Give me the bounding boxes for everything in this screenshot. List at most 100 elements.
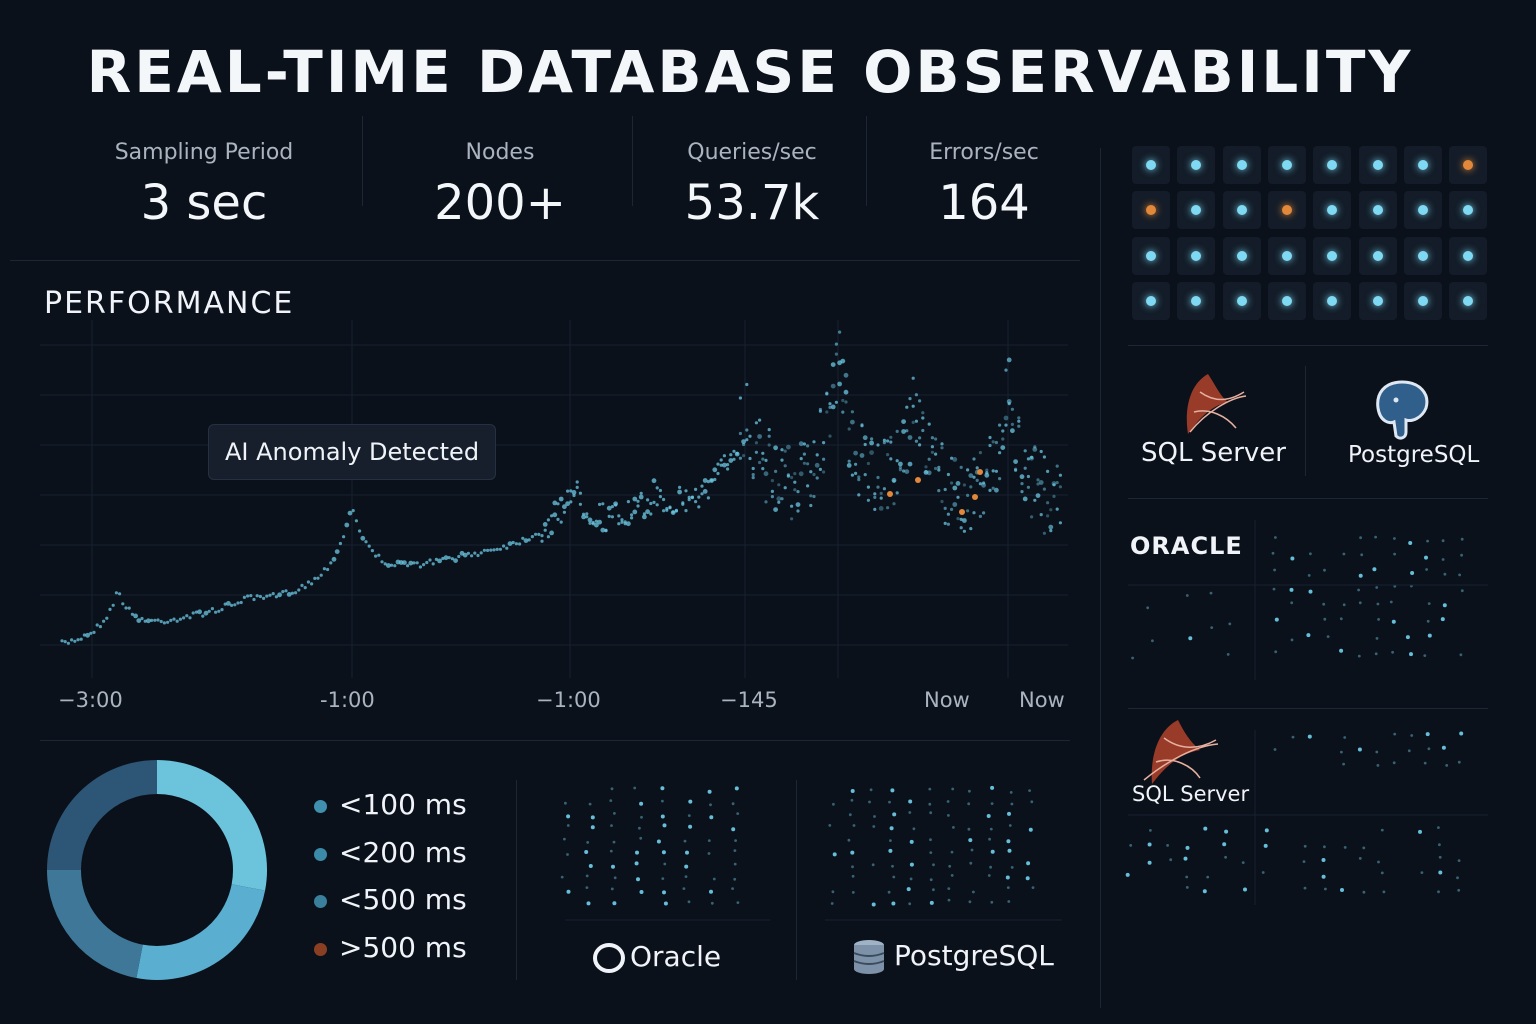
chart-point [1052, 494, 1056, 498]
node-tile[interactable] [1403, 191, 1442, 230]
chart-point [780, 497, 784, 501]
chart-point [587, 517, 593, 523]
node-tile[interactable] [1267, 146, 1306, 184]
node-tile[interactable] [1267, 281, 1306, 320]
chart-point [527, 538, 531, 542]
chart-point [898, 465, 903, 470]
activity-dot [889, 826, 894, 831]
node-tile[interactable] [1358, 146, 1397, 184]
chart-point [1052, 483, 1056, 487]
activity-dot [609, 799, 613, 802]
chart-point [546, 535, 551, 539]
activity-dot [1391, 619, 1396, 624]
activity-dot [1185, 875, 1189, 879]
activity-dot [1362, 846, 1366, 850]
chart-point [745, 428, 749, 432]
node-tile[interactable] [1222, 281, 1261, 320]
chart-point [984, 472, 990, 478]
anomaly-callout[interactable]: AI Anomaly Detected [208, 424, 497, 480]
chart-point [914, 419, 919, 423]
node-tile[interactable] [1222, 146, 1261, 184]
node-tile[interactable] [1132, 281, 1170, 320]
node-tile[interactable] [1403, 236, 1442, 275]
chart-point [700, 484, 704, 488]
activity-dot [733, 849, 737, 852]
db-postgresql-label[interactable]: PostgreSQL [1348, 442, 1480, 468]
node-tile[interactable] [1177, 281, 1216, 320]
chart-point [758, 460, 762, 465]
activity-dot [852, 824, 856, 827]
activity-dot [1375, 637, 1379, 640]
node-tile[interactable] [1222, 191, 1261, 230]
chart-point [146, 618, 151, 624]
activity-dot [1185, 594, 1189, 597]
node-tile[interactable] [1267, 191, 1306, 230]
node-tile[interactable] [1177, 236, 1216, 275]
chart-point [767, 434, 771, 438]
node-tile[interactable] [1222, 236, 1261, 275]
chart-point [1026, 485, 1030, 489]
node-tile[interactable] [1313, 191, 1352, 230]
node-tile[interactable] [1449, 236, 1488, 275]
divider [1128, 708, 1488, 709]
chart-point [1048, 524, 1054, 530]
node-tile[interactable] [1313, 146, 1352, 184]
chart-point [738, 431, 743, 436]
oracle-wordmark[interactable]: ORACLE [1130, 532, 1243, 560]
node-tile[interactable] [1358, 236, 1397, 275]
chart-point [210, 607, 214, 611]
node-tile[interactable] [1403, 281, 1442, 320]
activity-dot [906, 887, 911, 892]
chart-point [822, 441, 826, 445]
chart-point [300, 583, 304, 588]
chart-point [806, 444, 810, 448]
node-tile[interactable] [1177, 146, 1216, 184]
node-tile[interactable] [1177, 191, 1216, 230]
node-tile[interactable] [1403, 146, 1442, 184]
node-tile[interactable] [1313, 281, 1352, 320]
db-postgresql-label[interactable]: PostgreSQL [852, 938, 1054, 976]
chart-point [476, 553, 480, 558]
chart-point [908, 397, 912, 401]
chart-point [242, 595, 246, 600]
node-tile[interactable] [1358, 191, 1397, 230]
node-tile[interactable] [1358, 281, 1397, 320]
chart-point [904, 469, 910, 474]
db-sqlserver-label[interactable]: SQL Server [1132, 782, 1250, 806]
db-oracle-label[interactable]: Oracle [592, 940, 721, 975]
legend-item: <100 ms [314, 788, 467, 821]
anomaly-point [977, 469, 983, 475]
activity-dot [1290, 556, 1295, 561]
chart-point [815, 453, 819, 457]
chart-point [1051, 481, 1057, 486]
node-tile[interactable] [1449, 146, 1488, 184]
node-tile[interactable] [1132, 191, 1170, 230]
chart-point [815, 476, 819, 480]
db-sqlserver-label[interactable]: SQL Server [1141, 438, 1286, 468]
activity-dot [929, 851, 933, 854]
node-tile[interactable] [1449, 281, 1488, 320]
chart-point [1039, 449, 1043, 454]
chart-point [191, 611, 195, 615]
node-tile[interactable] [1449, 191, 1488, 230]
chart-point [1046, 514, 1050, 518]
activity-dot [1243, 887, 1247, 892]
activity-dot [1340, 888, 1344, 892]
chart-point [255, 594, 259, 598]
node-tile[interactable] [1267, 236, 1306, 275]
node-tile[interactable] [1132, 146, 1170, 184]
chart-point [892, 479, 896, 483]
node-tile[interactable] [1132, 236, 1170, 275]
chart-point [1058, 485, 1062, 489]
chart-point [290, 591, 294, 595]
chart-point [479, 551, 483, 555]
activity-dot [990, 802, 994, 805]
activity-dot [1362, 890, 1366, 894]
donut-slice [47, 760, 158, 871]
divider [1100, 148, 1101, 1008]
activity-dot [1459, 653, 1463, 657]
chart-point [706, 480, 711, 484]
node-tile[interactable] [1313, 236, 1352, 275]
chart-point [98, 625, 102, 629]
chart-point [946, 472, 951, 477]
